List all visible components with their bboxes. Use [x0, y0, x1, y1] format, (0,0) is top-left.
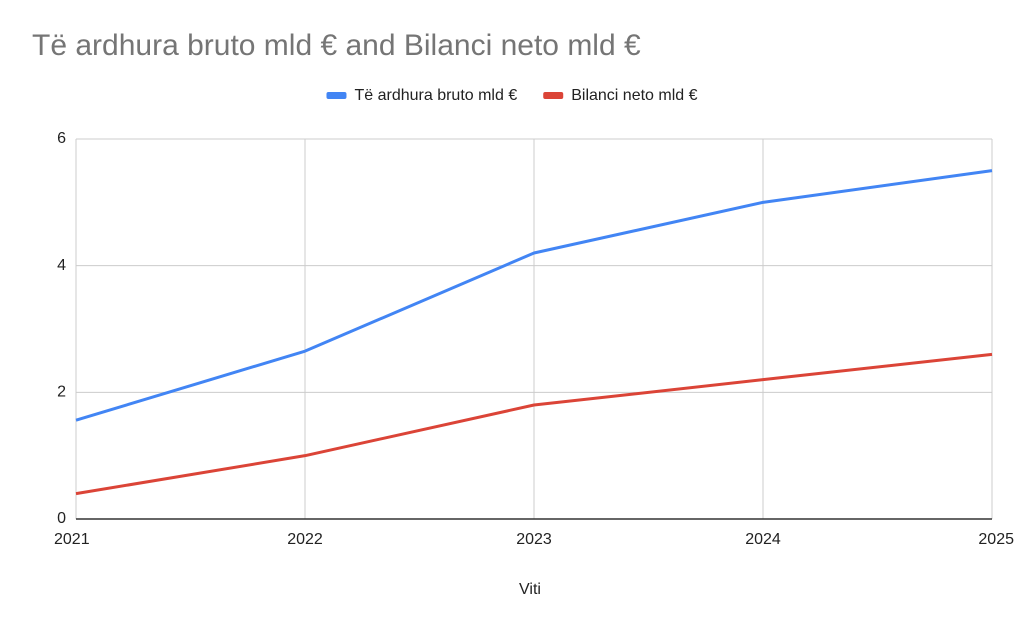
- legend-swatch: [326, 92, 347, 99]
- series-line: [75, 169, 993, 422]
- legend: Të ardhura bruto mld € Bilanci neto mld €: [326, 87, 698, 104]
- x-tick-label: 2025: [978, 531, 1014, 548]
- series-line: [75, 352, 993, 496]
- x-tick-label: 2022: [287, 531, 323, 548]
- x-tick-label: 2024: [745, 531, 781, 548]
- legend-label: Të ardhura bruto mld €: [354, 87, 517, 104]
- y-tick-label: 6: [57, 130, 66, 147]
- x-axis-title: Viti: [519, 581, 541, 598]
- y-tick-label: 2: [57, 384, 66, 401]
- x-tick-label: 2021: [54, 531, 90, 548]
- y-tick-label: 0: [57, 510, 66, 527]
- legend-label: Bilanci neto mld €: [571, 87, 697, 104]
- legend-swatch: [543, 92, 564, 99]
- chart-title: Të ardhura bruto mld € and Bilanci neto …: [32, 29, 641, 62]
- y-tick-label: 4: [57, 257, 66, 274]
- x-tick-label: 2023: [516, 531, 552, 548]
